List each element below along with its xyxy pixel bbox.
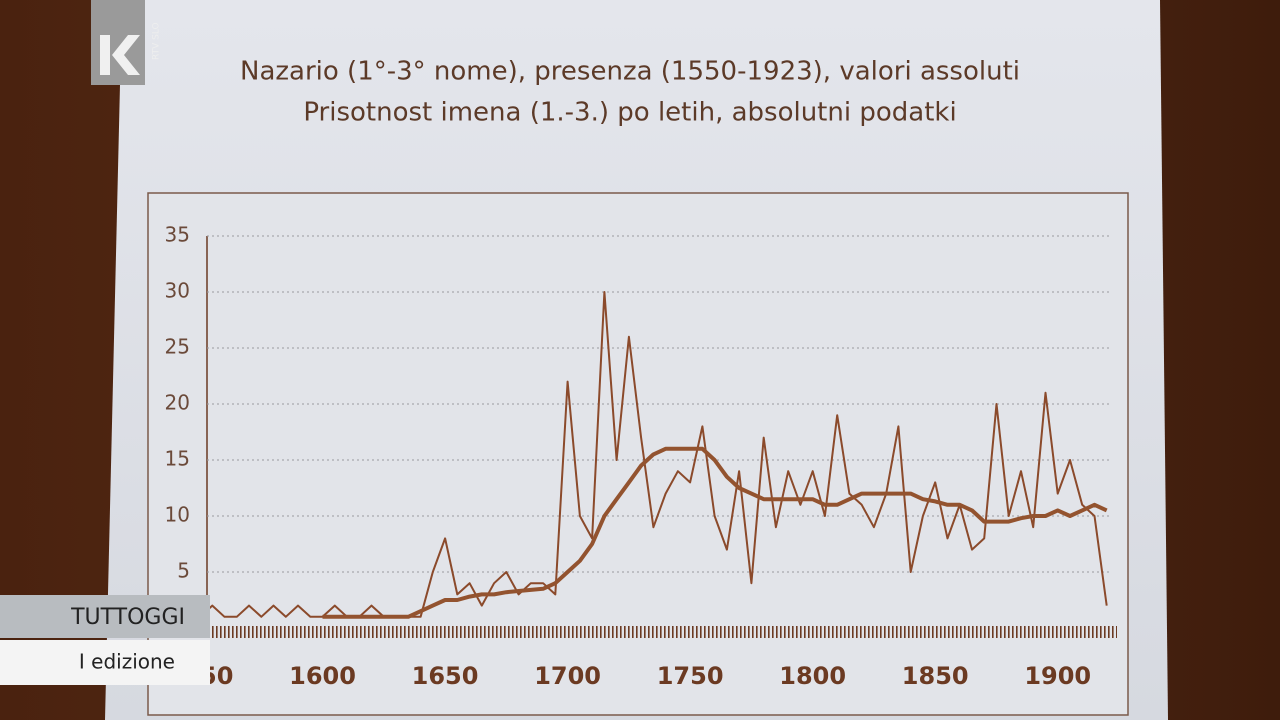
plot: 5101520253035155016001650170017501800185…	[165, 223, 1112, 690]
logo-icon	[100, 35, 140, 75]
show-box	[0, 595, 210, 638]
y-tick-label: 20	[165, 391, 190, 415]
y-tick-label: 30	[165, 279, 190, 303]
x-tick-label: 1800	[779, 662, 846, 690]
y-tick-label: 10	[165, 503, 190, 527]
x-tick-label: 1600	[289, 662, 356, 690]
show-name: TUTTOGGI	[70, 605, 185, 630]
x-tick-label: 1650	[412, 662, 479, 690]
y-tick-label: 25	[165, 335, 190, 359]
y-tick-label: 5	[177, 559, 190, 583]
logo-text: RTV SLO	[152, 22, 162, 60]
x-tick-label: 1850	[902, 662, 969, 690]
series-line	[322, 446, 1108, 619]
x-axis-hatch	[212, 626, 1117, 638]
y-tick-label: 15	[165, 447, 190, 471]
y-tick-label: 35	[165, 223, 190, 247]
x-tick-label: 1750	[657, 662, 724, 690]
chart-title: Nazario (1°-3° nome), presenza (1550-192…	[240, 57, 1020, 87]
chart-subtitle: Prisotnost imena (1.-3.) po letih, absol…	[303, 98, 956, 128]
edition-name: I edizione	[79, 650, 175, 674]
edition-box	[0, 640, 210, 685]
x-tick-label: 1900	[1024, 662, 1091, 690]
x-tick-label: 1700	[534, 662, 601, 690]
